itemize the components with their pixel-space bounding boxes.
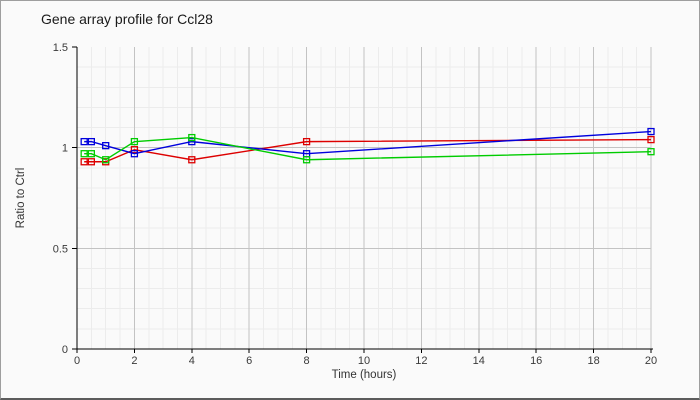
data-point-marker: [647, 127, 655, 136]
data-point-marker: [130, 137, 139, 146]
x-tick-label: 16: [530, 355, 542, 367]
data-point-marker: [80, 137, 88, 146]
data-point-marker: [647, 148, 655, 156]
data-point-marker: [188, 133, 196, 142]
data-series: [80, 127, 655, 166]
series-red: [80, 135, 655, 166]
y-tick-label: 0.5: [53, 243, 68, 255]
data-point-marker: [188, 156, 196, 164]
x-tick-label: 12: [415, 355, 427, 367]
data-point-marker: [647, 135, 655, 144]
series-line-green: [84, 136, 652, 161]
x-tick-label: 8: [304, 355, 310, 367]
tick-labels: 0 2 4 6 8 10 12 14 16 18 20 0 0.5 1 1.5: [53, 42, 657, 367]
x-tick-label: 20: [645, 355, 657, 367]
data-point-marker: [87, 137, 95, 146]
y-axis-label: Ratio to Ctrl: [15, 167, 27, 229]
series-blue: [80, 127, 655, 158]
data-point-marker: [188, 137, 196, 146]
series-green: [80, 133, 655, 164]
data-point-marker: [87, 158, 95, 166]
x-tick-label: 6: [246, 355, 252, 367]
data-point-marker: [80, 150, 88, 158]
x-axis-label: Time (hours): [331, 369, 397, 381]
x-tick-label: 4: [189, 355, 195, 367]
series-line-red: [84, 138, 652, 163]
series-line-blue: [84, 130, 652, 155]
major-gridlines: [77, 47, 652, 349]
minor-gridlines: [77, 47, 651, 349]
x-tick-label: 10: [358, 355, 370, 367]
data-point-marker: [102, 156, 110, 164]
data-point-marker: [130, 146, 139, 154]
x-tick-label: 2: [131, 355, 137, 367]
data-point-marker: [130, 150, 139, 158]
y-tick-label: 1: [62, 143, 68, 155]
data-point-marker: [302, 137, 311, 146]
chart-title: Gene array profile for Ccl28: [41, 11, 213, 27]
y-tick-label: 1.5: [53, 42, 68, 54]
data-point-marker: [87, 150, 95, 158]
x-tick-label: 18: [587, 355, 599, 367]
data-point-marker: [102, 142, 110, 150]
data-point-marker: [302, 156, 311, 164]
y-tick-label: 0: [62, 344, 68, 356]
x-tick-label: 14: [473, 355, 485, 367]
x-tick-label: 0: [74, 355, 80, 367]
data-point-marker: [80, 158, 88, 166]
tick-marks: [72, 46, 652, 353]
axes: [76, 47, 653, 350]
